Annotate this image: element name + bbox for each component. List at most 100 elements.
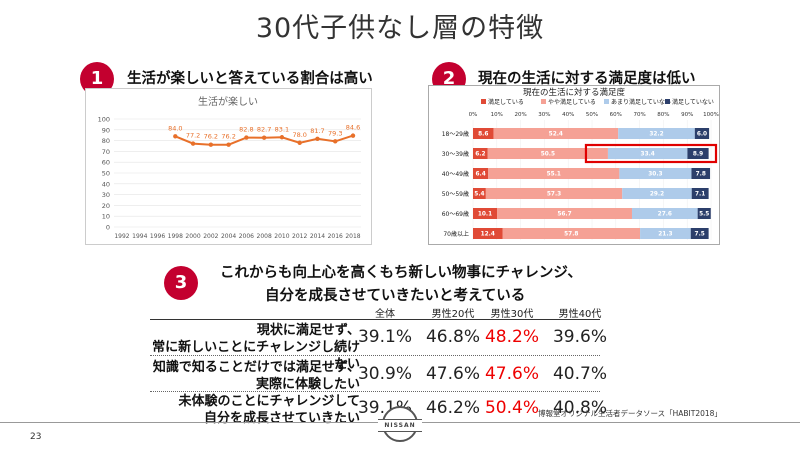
y-tick-label: 0 — [106, 224, 110, 232]
col-header: 男性40代 — [558, 309, 602, 320]
line-chart: 生活が楽しい 0 10 20 30 40 50 60 70 80 90 100 1992 1994 1996… — [98, 95, 361, 240]
bar-segment — [631, 208, 698, 219]
data-label: 8.6 — [478, 132, 488, 138]
y-tick-label: 40 — [102, 180, 110, 188]
bar-segment — [473, 208, 498, 219]
legend-swatch — [541, 99, 546, 104]
x-tick-label: 2014 — [310, 233, 325, 240]
table-cell-highlight: 50.4% — [484, 398, 539, 418]
data-label: 84.0 — [168, 124, 182, 132]
data-label: 7.8 — [696, 172, 706, 178]
y-tick-label: 10 — [102, 213, 110, 221]
section-3-badge: 3 — [164, 266, 198, 300]
category-label: 18〜29歳 — [442, 130, 469, 138]
section-1-heading: 生活が楽しいと答えている割合は高い — [127, 71, 373, 87]
highlight-box — [584, 143, 718, 164]
x-tick-label: 90% — [681, 112, 693, 118]
footer-rule-right — [422, 422, 800, 423]
x-tick-label: 2008 — [257, 233, 272, 240]
bar-segment — [485, 188, 623, 199]
x-tick-label: 50% — [586, 112, 598, 118]
bar-chart-panel: 現在の生活に対する満足度 満足している やや満足している あまり満足していない 満足して… — [428, 85, 720, 245]
bar-segment — [619, 168, 692, 179]
legend-label: 満足している — [488, 98, 524, 106]
y-tick-label: 100 — [98, 116, 110, 124]
data-label: 6.4 — [475, 172, 485, 178]
x-tick-label: 40% — [562, 112, 574, 118]
x-tick-label: 1998 — [168, 233, 183, 240]
data-point — [333, 139, 338, 144]
x-tick-label: 2010 — [274, 233, 289, 240]
data-label: 29.2 — [650, 192, 664, 198]
chart-title: 現在の生活に対する満足度 — [523, 87, 626, 98]
data-label: 83.1 — [275, 125, 289, 133]
y-tick-label: 90 — [102, 126, 110, 134]
y-tick-label: 70 — [102, 148, 110, 156]
data-label: 30.3 — [648, 172, 662, 178]
bar-segment — [690, 228, 709, 239]
data-label: 78.0 — [292, 131, 306, 139]
table-cell: 39.6% — [552, 327, 607, 347]
data-label: 76.2 — [221, 133, 235, 141]
source-note: 博報堂オリジナル生活者データソース「HABIT2018」 — [538, 409, 722, 418]
table-cell: 40.8% — [552, 398, 607, 418]
table-cell: 30.9% — [357, 364, 412, 384]
nissan-logo: NISSAN — [378, 406, 422, 442]
category-label: 40〜49歳 — [442, 170, 469, 178]
data-label: 76.2 — [204, 133, 218, 141]
table-cell: 39.1% — [357, 327, 412, 347]
table-cell-highlight: 48.2% — [484, 327, 539, 347]
y-tick-label: 30 — [102, 191, 110, 199]
data-point — [190, 141, 196, 146]
category-label: 60〜69歳 — [442, 210, 469, 218]
y-tick-label: 80 — [102, 137, 110, 145]
data-point — [315, 136, 320, 141]
x-tick-label: 30% — [538, 112, 550, 118]
table-cell: 47.6% — [425, 364, 480, 384]
data-label: 82.8 — [239, 126, 253, 134]
col-header: 男性20代 — [431, 309, 475, 320]
legend-label: やや満足している — [548, 98, 596, 106]
y-tick-label: 20 — [102, 202, 110, 210]
x-tick-label: 2002 — [203, 233, 218, 240]
x-tick-label: 70% — [633, 112, 645, 118]
data-label: 7.1 — [695, 192, 705, 198]
table-row-label: 現状に満足せず、 常に新しいことにチャレンジし続けたい — [150, 322, 360, 373]
bar-segment — [607, 148, 688, 159]
bar-segment — [694, 128, 710, 139]
row-divider — [150, 355, 600, 356]
row-divider — [150, 391, 600, 392]
x-tick-label: 20% — [514, 112, 526, 118]
data-label: 55.1 — [547, 172, 561, 178]
col-header: 男性30代 — [490, 309, 534, 320]
row-label-line: 常に新しいことにチャレンジし続けたい — [152, 340, 360, 372]
line-chart-panel: 生活が楽しい 0 10 20 30 40 50 60 70 80 90 100 1992 1994 1996… — [85, 88, 372, 245]
bar-segment — [687, 148, 709, 159]
x-tick-label: 0% — [469, 112, 478, 118]
legend-swatch — [604, 99, 609, 104]
bar-segment — [493, 128, 619, 139]
table-cell: 46.2% — [425, 398, 480, 418]
bar-segment — [473, 128, 494, 139]
legend-label: 満足していない — [672, 98, 714, 106]
table-top-rule — [150, 319, 600, 320]
data-label: 5.5 — [699, 212, 709, 218]
row-label-line: 知識で知ることだけでは満足せず、 — [152, 360, 360, 375]
x-tick-label: 2004 — [221, 233, 236, 240]
data-label: 7.5 — [695, 232, 705, 238]
data-label: 50.5 — [541, 152, 555, 158]
row-label-line: 未体験のことにチャレンジして — [178, 394, 360, 409]
data-label: 79.3 — [328, 129, 342, 137]
bar-segment — [697, 208, 711, 219]
category-label: 30〜39歳 — [442, 150, 469, 158]
bar-segment — [691, 168, 711, 179]
table-cell-highlight: 47.6% — [484, 364, 539, 384]
bar-segment — [473, 228, 503, 239]
section-2-heading: 現在の生活に対する満足度は低い — [478, 71, 696, 87]
bar-segment — [497, 208, 632, 219]
data-label: 77.2 — [186, 132, 200, 140]
data-point — [297, 140, 302, 145]
legend-label: あまり満足していない — [611, 98, 671, 106]
bar-segment — [618, 128, 695, 139]
data-label: 56.7 — [557, 212, 571, 218]
